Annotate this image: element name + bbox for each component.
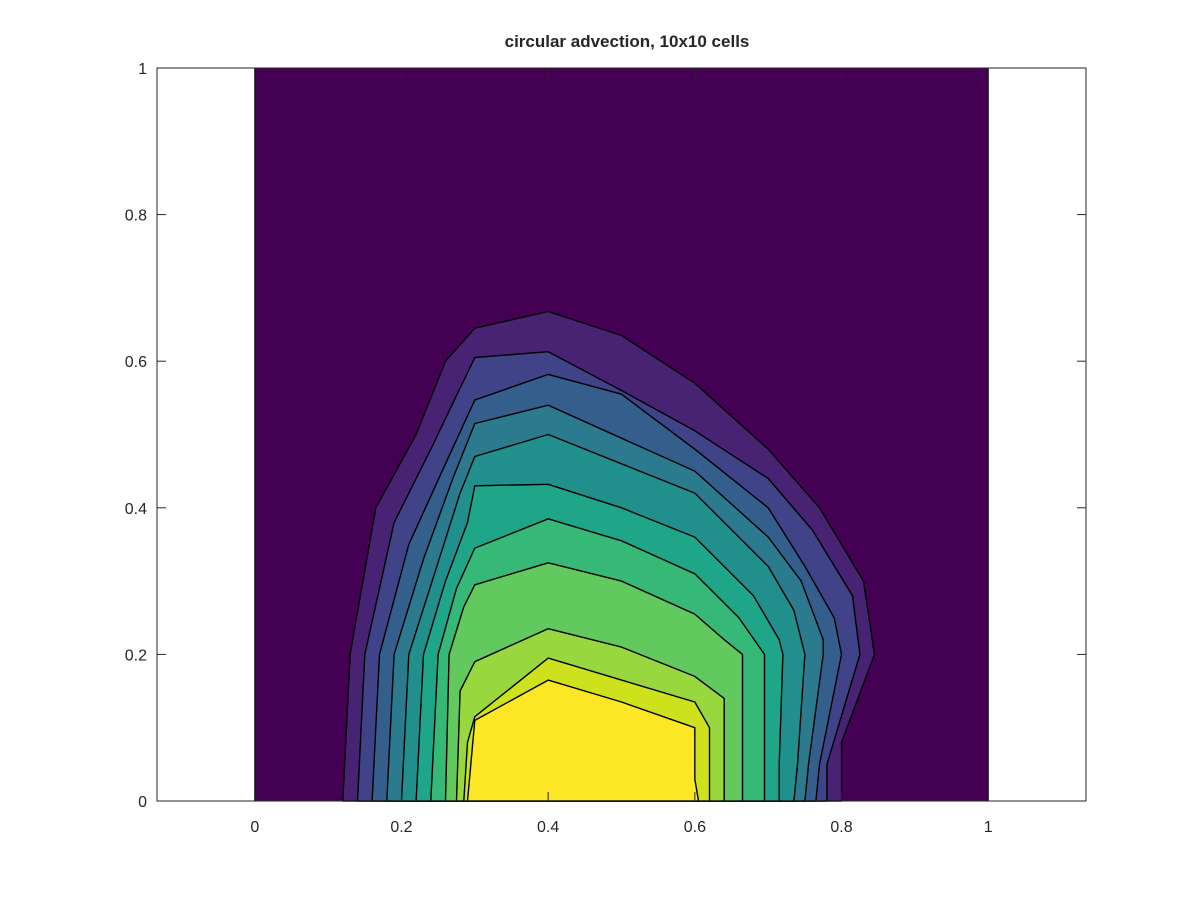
x-tick-label: 0.8 [830, 819, 852, 836]
y-tick-label: 1 [138, 61, 147, 78]
x-tick-label: 1 [984, 819, 993, 836]
x-tick-label: 0.2 [390, 819, 412, 836]
y-tick-label: 0 [138, 794, 147, 811]
y-tick-label: 0.4 [125, 501, 147, 518]
x-tick-label: 0.4 [537, 819, 559, 836]
y-tick-label: 0.6 [125, 354, 147, 371]
axes-box [156, 67, 1087, 802]
x-tick-label: 0.6 [684, 819, 706, 836]
y-tick-label: 0.8 [125, 208, 147, 225]
contour-level-11 [466, 679, 700, 802]
x-tick-label: 0 [250, 819, 259, 836]
chart-title: circular advection, 10x10 cells [505, 32, 750, 51]
axes: 0 0.2 0.4 0.6 0.8 1 0 0.2 0.4 0.6 0.8 1 [125, 61, 1087, 836]
y-tick-label: 0.2 [125, 647, 147, 664]
plot-area [254, 67, 989, 802]
